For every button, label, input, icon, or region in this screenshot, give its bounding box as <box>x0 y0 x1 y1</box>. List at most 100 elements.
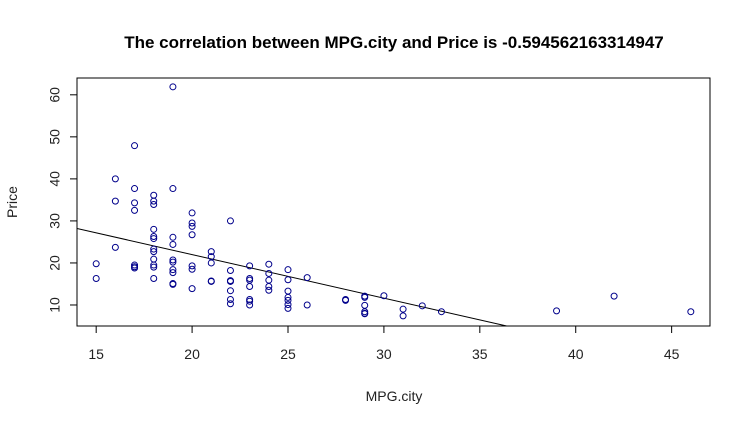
data-point <box>207 277 215 285</box>
data-point <box>188 209 196 217</box>
data-point <box>265 286 273 294</box>
regression-line <box>77 227 507 326</box>
data-point <box>111 175 119 183</box>
data-point <box>284 293 292 301</box>
data-point <box>92 260 100 268</box>
data-point <box>150 263 158 271</box>
data-point <box>246 297 254 305</box>
data-point <box>399 305 407 313</box>
data-point <box>246 262 254 270</box>
chart-title: The correlation between MPG.city and Pri… <box>124 33 664 52</box>
data-point <box>399 312 407 320</box>
data-point <box>188 231 196 239</box>
data-point <box>150 197 158 205</box>
data-point <box>131 264 139 272</box>
data-point <box>226 296 234 304</box>
x-tick-label: 15 <box>88 346 104 362</box>
x-axis-label: MPG.city <box>366 388 423 404</box>
data-point <box>92 275 100 283</box>
data-point <box>284 276 292 284</box>
data-point <box>610 292 618 300</box>
data-point <box>246 301 254 309</box>
data-point <box>131 199 139 207</box>
data-point <box>188 285 196 293</box>
x-tick-label: 25 <box>280 346 296 362</box>
data-point <box>169 256 177 264</box>
x-axis: 15 20 25 30 35 40 45 <box>88 325 680 362</box>
data-point <box>226 267 234 275</box>
data-point <box>437 308 445 316</box>
data-point <box>150 225 158 233</box>
data-point <box>226 277 234 285</box>
data-point <box>246 282 254 290</box>
data-point <box>265 282 273 290</box>
regression-line-group <box>77 227 507 326</box>
data-point <box>418 302 426 310</box>
data-point <box>188 262 196 270</box>
x-tick-label: 45 <box>664 346 680 362</box>
data-point <box>169 269 177 277</box>
data-point <box>150 235 158 243</box>
points-group <box>92 83 695 320</box>
data-point <box>342 296 350 304</box>
y-tick-label: 60 <box>47 87 63 103</box>
data-point <box>265 269 273 277</box>
data-point <box>361 293 369 301</box>
data-point <box>169 83 177 91</box>
data-point <box>380 292 388 300</box>
data-point <box>226 287 234 295</box>
y-axis-label: Price <box>4 186 20 218</box>
data-point <box>265 276 273 284</box>
data-point <box>303 301 311 309</box>
data-point <box>284 301 292 309</box>
data-point <box>131 206 139 214</box>
data-point <box>131 185 139 193</box>
data-point <box>284 296 292 304</box>
x-tick-label: 30 <box>376 346 392 362</box>
data-point <box>150 255 158 263</box>
data-point <box>150 261 158 269</box>
data-point <box>169 233 177 241</box>
plot-frame <box>76 77 711 327</box>
data-point <box>150 232 158 240</box>
data-point <box>284 287 292 295</box>
x-tick-label: 35 <box>472 346 488 362</box>
data-point <box>207 248 215 256</box>
data-point <box>303 274 311 282</box>
data-point <box>150 248 158 256</box>
data-point <box>553 307 561 315</box>
data-point <box>361 310 369 318</box>
y-tick-label: 20 <box>47 255 63 271</box>
data-point <box>150 275 158 283</box>
data-point <box>361 301 369 309</box>
data-point <box>188 219 196 227</box>
data-point <box>131 142 139 150</box>
data-point <box>284 266 292 274</box>
data-point <box>226 217 234 225</box>
x-tick-label: 20 <box>184 346 200 362</box>
y-tick-label: 40 <box>47 171 63 187</box>
data-point <box>169 240 177 248</box>
data-point <box>687 308 695 316</box>
data-point <box>150 245 158 253</box>
data-point <box>111 197 119 205</box>
data-point <box>169 185 177 193</box>
y-tick-label: 30 <box>47 213 63 229</box>
y-axis: 10 20 30 40 50 60 <box>47 87 78 313</box>
y-tick-label: 10 <box>47 297 63 313</box>
data-point <box>150 191 158 199</box>
data-point <box>169 280 177 288</box>
data-point <box>169 266 177 274</box>
y-tick-label: 50 <box>47 129 63 145</box>
data-point <box>150 201 158 209</box>
data-point <box>188 222 196 230</box>
data-point <box>284 304 292 312</box>
data-point <box>207 259 215 267</box>
data-point <box>226 300 234 308</box>
data-point <box>188 265 196 273</box>
data-point <box>169 258 177 266</box>
data-point <box>265 260 273 268</box>
data-point <box>111 243 119 251</box>
x-tick-label: 40 <box>568 346 584 362</box>
